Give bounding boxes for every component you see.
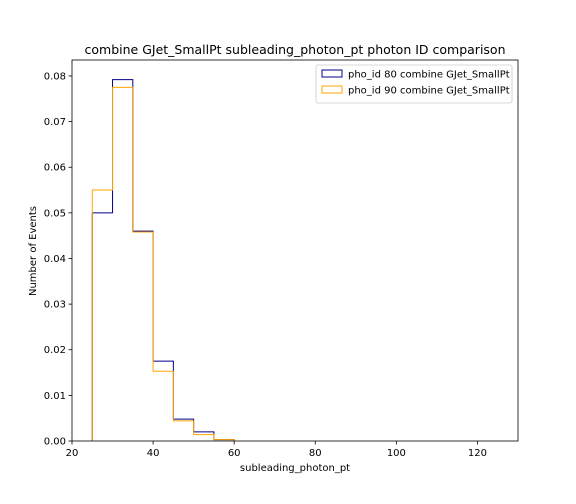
series-step-1 bbox=[92, 80, 234, 441]
y-tick-label: 0.07 bbox=[44, 117, 66, 128]
y-tick-label: 0.04 bbox=[44, 254, 66, 265]
y-tick-label: 0.05 bbox=[44, 208, 66, 219]
y-tick-label: 0.03 bbox=[44, 300, 66, 311]
y-tick-label: 0.06 bbox=[44, 163, 66, 174]
y-axis-label: Number of Events bbox=[28, 206, 39, 296]
y-tick-label: 0.08 bbox=[44, 71, 66, 82]
legend-entry-1: pho_id 80 combine GJet_SmallPt bbox=[348, 70, 510, 81]
x-tick-label: 20 bbox=[66, 448, 79, 459]
y-tick-label: 0.00 bbox=[44, 437, 66, 448]
x-tick-label: 100 bbox=[387, 448, 406, 459]
series-step-2 bbox=[92, 87, 234, 441]
y-tick-label: 0.01 bbox=[44, 391, 66, 402]
plot-area: 20 40 60 80 100 120 0.00 0.01 0.02 0.03 0.04 0.05 0.… bbox=[44, 60, 518, 459]
x-axis-label: subleading_photon_pt bbox=[240, 463, 350, 474]
legend: pho_id 80 combine GJet_SmallPt pho_id 90 … bbox=[316, 65, 512, 103]
x-tick-label: 80 bbox=[309, 448, 322, 459]
chart-title: combine GJet_SmallPt subleading_photon_p… bbox=[85, 42, 506, 57]
x-tick-label: 40 bbox=[147, 448, 160, 459]
legend-entry-2: pho_id 90 combine GJet_SmallPt bbox=[348, 86, 510, 97]
x-tick-label: 60 bbox=[228, 448, 241, 459]
y-tick-label: 0.02 bbox=[44, 345, 66, 356]
x-tick-label: 120 bbox=[468, 448, 487, 459]
axes-frame bbox=[72, 60, 518, 441]
